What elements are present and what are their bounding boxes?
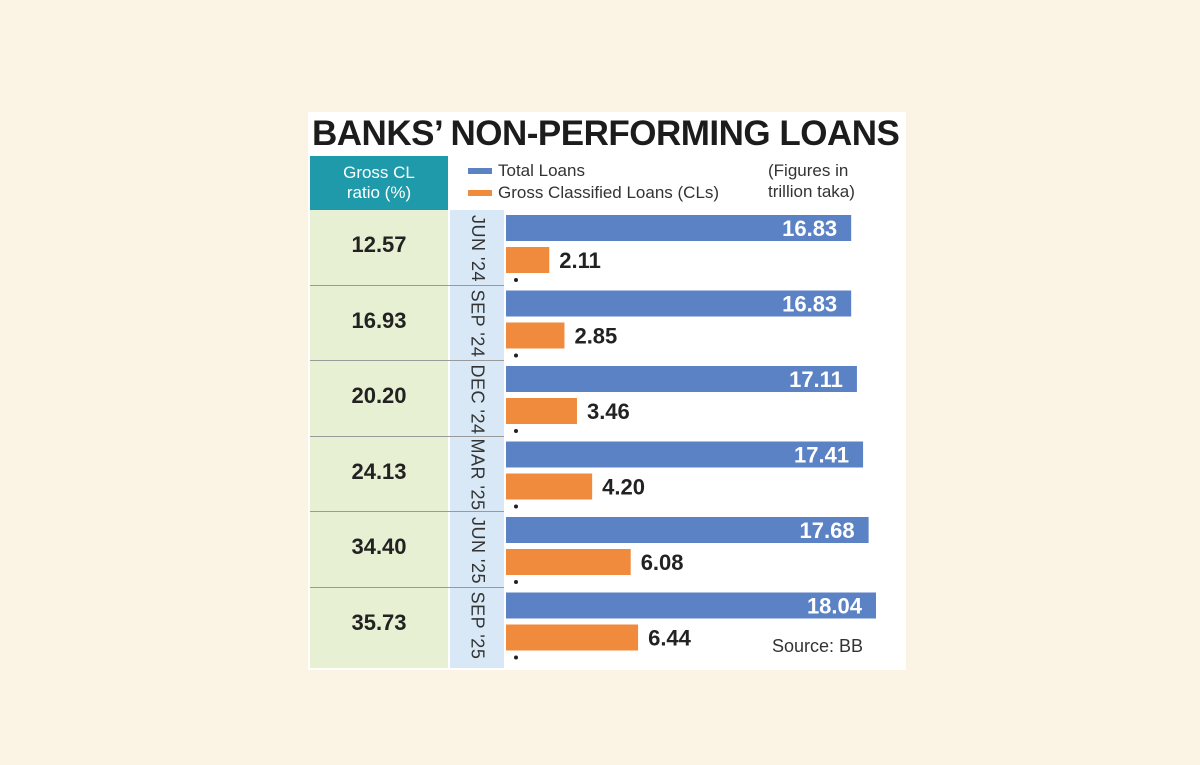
axis-tick-dot	[514, 504, 518, 509]
bar-total-label: 18.04	[807, 594, 863, 619]
bar-classified	[506, 624, 639, 651]
units-note-line2: trillion taka)	[768, 182, 855, 201]
bar-classified-label: 6.08	[641, 550, 684, 575]
bar-total	[506, 592, 876, 619]
legend-swatch-classified	[468, 190, 492, 196]
axis-tick-dot	[514, 580, 518, 584]
bar-total-label: 16.83	[782, 216, 837, 241]
bar-total-label: 17.68	[800, 518, 855, 543]
row-separator	[310, 511, 504, 512]
bars-svg: 16.83 2.11 16.83 2.85 17.11 3.46 17.41 4.20 17.6…	[506, 215, 876, 660]
axis-tick-dot	[514, 353, 518, 358]
ratio-value: 12.57	[351, 232, 407, 257]
ratio-header-line1: Gross CL	[343, 163, 415, 182]
ratio-header-line2: ratio (%)	[346, 183, 412, 202]
bar-classified	[506, 549, 631, 575]
ratio-value: 16.93	[351, 307, 407, 333]
bar-total	[506, 366, 857, 392]
bar-total-label: 16.83	[782, 292, 837, 317]
legend-item-total: Total Loans	[468, 160, 768, 182]
ratio-value: 34.40	[351, 534, 407, 559]
units-note-line1: (Figures in	[768, 161, 849, 180]
bar-classified-label: 4.20	[602, 475, 645, 500]
bar-classified	[506, 398, 577, 424]
axis-tick-dot	[514, 278, 518, 282]
bar-total	[506, 441, 864, 468]
bar-classified	[506, 473, 593, 500]
row-separator	[310, 284, 504, 286]
bar-total-label: 17.11	[789, 367, 843, 392]
ratio-value: 35.73	[351, 609, 407, 635]
legend-swatch-total	[468, 168, 492, 174]
chart-title: BANKS’ NON-PERFORMING LOANS	[312, 114, 900, 153]
row-separator	[310, 586, 504, 588]
units-note: (Figures in trillion taka)	[768, 160, 900, 202]
chart-card: BANKS’ NON-PERFORMING LOANS Gross CL rat…	[308, 112, 906, 670]
ratio-column-header: Gross CL ratio (%)	[310, 156, 448, 210]
ratio-value: 20.20	[351, 383, 407, 408]
ratio-column	[310, 210, 448, 668]
legend-label-total: Total Loans	[498, 161, 585, 180]
date-column	[450, 210, 504, 668]
bar-classified	[506, 322, 565, 349]
bar-total-label: 17.41	[794, 443, 849, 468]
legend-label-classified: Gross Classified Loans (CLs)	[498, 183, 720, 202]
bar-classified-label: 6.44	[648, 626, 692, 651]
bar-classified	[506, 247, 550, 273]
axis-tick-dot	[514, 429, 518, 433]
bar-total	[506, 517, 869, 543]
row-separator	[310, 360, 504, 361]
ratio-value: 24.13	[351, 458, 407, 484]
row-separator	[310, 435, 504, 437]
bar-total	[506, 215, 852, 241]
bar-total	[506, 290, 852, 317]
legend-item-classified: Gross Classified Loans (CLs)	[468, 182, 768, 204]
source-note: Source: BB	[772, 636, 864, 656]
bar-classified-label: 2.11	[559, 248, 601, 273]
bar-classified-label: 3.46	[587, 399, 630, 424]
bar-classified-label: 2.85	[574, 324, 617, 349]
axis-tick-dot	[514, 655, 518, 660]
legend: Total Loans Gross Classified Loans (CLs)	[468, 160, 768, 204]
